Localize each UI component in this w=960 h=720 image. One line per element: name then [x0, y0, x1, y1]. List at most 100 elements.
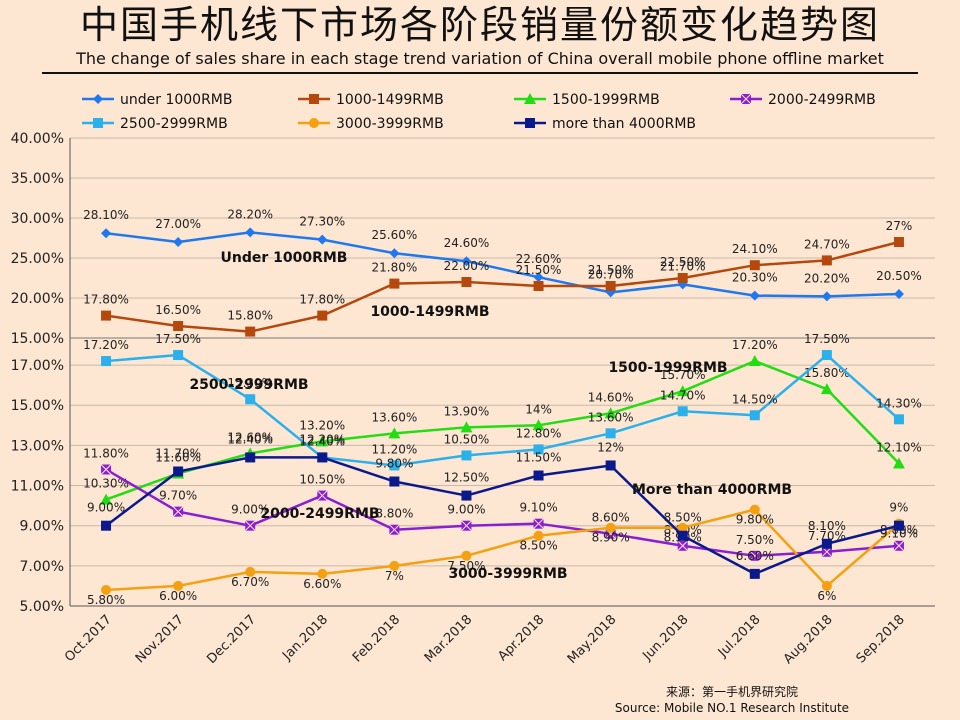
- data-label: 25.60%: [371, 228, 417, 242]
- data-label: 27.00%: [155, 217, 201, 231]
- data-label: 12.50%: [444, 471, 490, 485]
- data-label: 5.80%: [87, 593, 125, 607]
- data-label: 13.20%: [299, 418, 345, 432]
- data-label: 17.50%: [804, 332, 850, 346]
- data-label: 24.70%: [804, 237, 850, 251]
- data-point: [893, 237, 904, 247]
- y-tick-label-lower: 11.00%: [11, 479, 64, 495]
- series-line: [105, 231, 899, 298]
- y-tick-label-upper: 30.00%: [11, 211, 64, 227]
- legend-label: under 1000RMB: [120, 92, 233, 108]
- series-line: [105, 353, 900, 467]
- data-label: 9.00%: [87, 501, 125, 515]
- data-label: 10.50%: [444, 432, 490, 446]
- data-label: 11.60%: [155, 450, 201, 464]
- x-tick-label: Apr.2018: [495, 612, 547, 664]
- data-point: [677, 273, 688, 283]
- source-english: Source: Mobile NO.1 Research Institute: [614, 701, 850, 715]
- y-tick-label-lower: 13.00%: [11, 438, 64, 454]
- data-point: [173, 466, 184, 477]
- chart-subtitle-english: The change of sales share in each stage …: [76, 49, 884, 68]
- data-point: [525, 118, 535, 128]
- data-point: [173, 321, 184, 331]
- data-label: 12.40%: [299, 434, 345, 448]
- data-point: [245, 394, 256, 405]
- x-tick-label: May.2018: [565, 612, 620, 667]
- data-label: 17.50%: [155, 332, 201, 346]
- data-label: 24.10%: [732, 242, 778, 256]
- data-label: 21.50%: [516, 263, 562, 277]
- data-point-cross: [740, 93, 752, 105]
- data-label: 12.10%: [876, 440, 922, 454]
- data-label: 17.20%: [83, 338, 129, 352]
- data-point: [533, 444, 544, 455]
- data-label: 22.50%: [660, 255, 706, 269]
- data-label: 22.00%: [444, 259, 490, 273]
- data-point: [677, 522, 688, 533]
- data-point: [389, 278, 400, 289]
- data-point: [821, 350, 832, 361]
- x-tick-label: Dec.2017: [204, 612, 259, 667]
- data-label: 20.50%: [876, 269, 922, 283]
- data-label: 6.00%: [159, 589, 197, 603]
- data-label: 13.60%: [371, 410, 417, 424]
- data-point: [677, 406, 688, 417]
- data-point: [93, 118, 103, 128]
- data-label: 7%: [385, 569, 404, 583]
- data-label: 6.60%: [736, 549, 774, 563]
- data-point: [460, 421, 473, 433]
- data-label: 11.70%: [155, 446, 201, 460]
- chart-title-chinese: 中国手机线下市场各阶段销量份额变化趋势图: [79, 3, 880, 47]
- data-point: [389, 560, 400, 571]
- data-point-cross: [461, 520, 472, 532]
- data-label: 8.50%: [519, 539, 557, 553]
- data-point-cross: [749, 550, 761, 562]
- y-tick-label-upper: 25.00%: [11, 251, 64, 267]
- data-label: 12%: [597, 440, 624, 454]
- data-point: [173, 350, 184, 361]
- data-point: [101, 584, 112, 595]
- data-point-cross: [893, 540, 905, 552]
- source-chinese: 来源：第一手机界研究院: [665, 685, 798, 699]
- data-label: 12.60%: [227, 430, 273, 444]
- series-line: [105, 359, 900, 501]
- data-point-cross: [244, 520, 256, 532]
- series-annotation: 2000-2499RMB: [260, 506, 379, 522]
- data-label: 20.20%: [804, 271, 850, 285]
- y-tick-label-upper: 15.00%: [11, 331, 64, 347]
- data-label: 14.70%: [660, 388, 706, 402]
- data-point: [605, 460, 616, 471]
- data-point: [461, 277, 472, 287]
- data-point: [533, 530, 544, 541]
- data-point: [317, 452, 328, 463]
- data-label: 11.80%: [83, 446, 129, 460]
- data-label: 8.10%: [808, 519, 846, 533]
- series-line: [105, 468, 900, 558]
- data-label: 12.40%: [227, 432, 273, 446]
- data-point: [677, 530, 688, 541]
- y-tick-label-lower: 9.00%: [20, 519, 64, 535]
- data-label: 12.80%: [516, 426, 562, 440]
- y-tick-label-upper: 40.00%: [11, 131, 64, 147]
- data-point: [820, 383, 833, 395]
- data-label: 9%: [889, 501, 908, 515]
- data-label: 28.10%: [83, 208, 129, 222]
- data-point: [533, 470, 544, 481]
- x-tick-label: Aug.2018: [781, 612, 836, 667]
- data-point: [605, 522, 616, 533]
- legend-label: 2000-2499RMB: [768, 92, 876, 108]
- data-point: [532, 419, 545, 431]
- data-label: 9.80%: [375, 457, 413, 471]
- data-label: 7.70%: [808, 529, 846, 543]
- data-point: [892, 457, 905, 469]
- series-annotation: 2500-2999RMB: [189, 377, 308, 393]
- data-point-cross: [677, 540, 689, 552]
- data-point: [317, 234, 328, 245]
- data-point: [461, 450, 472, 461]
- data-point: [605, 428, 616, 439]
- x-tick-label: Oct.2017: [62, 612, 115, 665]
- data-label: 27.30%: [299, 215, 345, 229]
- data-point: [461, 256, 472, 267]
- data-label: 24.60%: [444, 236, 490, 250]
